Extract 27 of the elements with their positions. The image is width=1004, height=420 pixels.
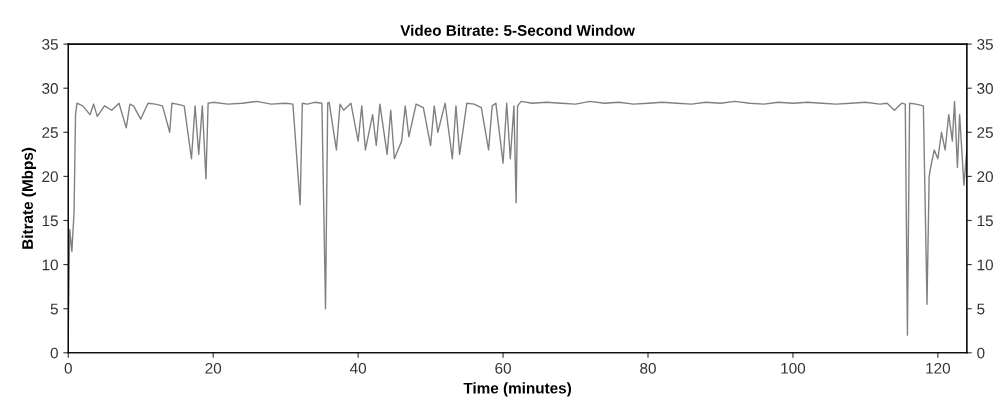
y-tick-label: 0 <box>50 347 58 359</box>
y2-tick-label: 15 <box>977 215 993 227</box>
y-tick-label: 5 <box>50 303 58 315</box>
y2-tick-label: 25 <box>977 127 993 138</box>
y-tick-label: 25 <box>42 127 58 138</box>
y-tick-label: 10 <box>42 259 58 271</box>
y2-tick-label: 30 <box>977 83 993 94</box>
x-tick-label: 100 <box>781 362 806 374</box>
y-axis-title: Bitrate (Mbps) <box>21 147 36 249</box>
x-tick-label: 0 <box>64 362 72 374</box>
x-tick-label: 40 <box>349 362 367 374</box>
line-series <box>68 100 967 336</box>
y2-tick-label: 20 <box>977 171 993 183</box>
y-tick-label: 30 <box>42 83 58 94</box>
y2-tick-label: 0 <box>977 347 985 359</box>
x-tick-label: 60 <box>495 362 511 374</box>
y2-tick-label: 10 <box>977 259 993 271</box>
y2-tick-label: 35 <box>977 38 993 50</box>
x-tick-label: 80 <box>640 362 656 374</box>
y-tick-label: 15 <box>42 215 58 227</box>
x-tick-label: 120 <box>926 362 951 374</box>
x-tick-label: 20 <box>205 362 222 374</box>
y2-tick-label: 5 <box>977 303 985 315</box>
y-tick-label: 20 <box>42 171 58 183</box>
x-axis-title: Time (minutes) <box>463 382 571 397</box>
y-tick-label: 35 <box>42 38 58 50</box>
chart-title: Video Bitrate: 5-Second Window <box>400 24 635 36</box>
